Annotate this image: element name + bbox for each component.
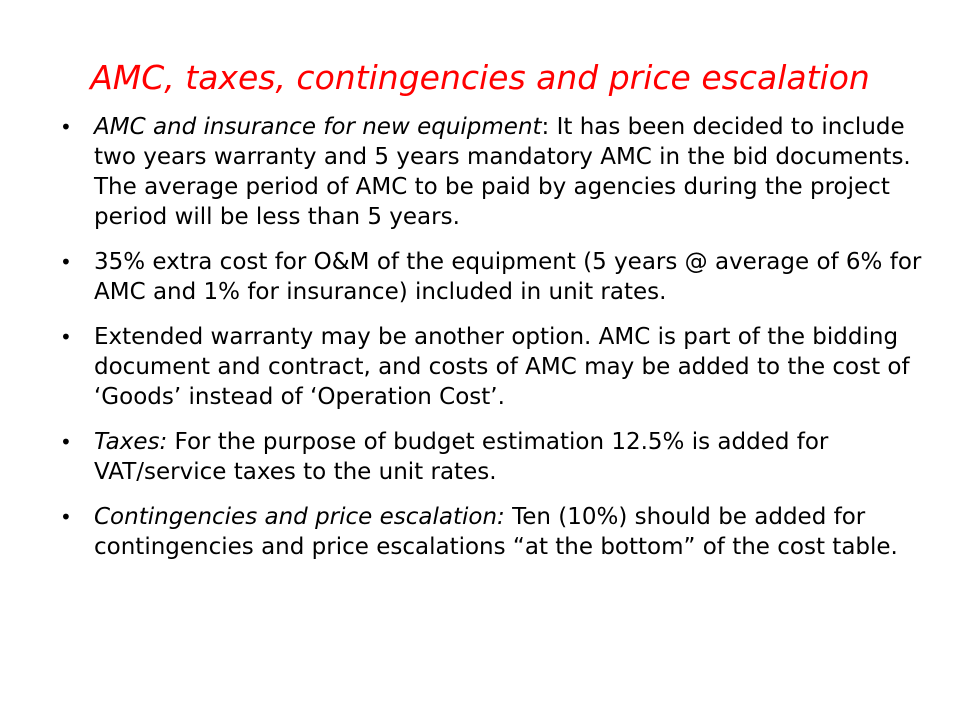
bullet-lead: AMC and insurance for new equipment <box>94 114 542 140</box>
bullet-icon: • <box>60 505 72 529</box>
bullet-icon: • <box>60 325 72 349</box>
bullet-icon: • <box>60 115 72 139</box>
bullet-text: Extended warranty may be another option.… <box>94 324 910 410</box>
bullet-item-amc-insurance: • AMC and insurance for new equipment: I… <box>60 112 928 232</box>
bullet-text: 35% extra cost for O&M of the equipment … <box>94 249 922 305</box>
bullet-icon: • <box>60 250 72 274</box>
bullet-icon: • <box>60 430 72 454</box>
bullet-lead: Taxes: <box>94 429 168 455</box>
bullet-text: Ten (10%) should be added for contingenc… <box>94 504 898 560</box>
bullet-item-taxes: • Taxes: For the purpose of budget estim… <box>60 427 928 487</box>
bullet-list: • AMC and insurance for new equipment: I… <box>60 112 928 577</box>
slide-title: AMC, taxes, contingencies and price esca… <box>90 58 870 97</box>
bullet-text: : It has been decided to include two yea… <box>94 114 911 230</box>
bullet-item-contingencies: • Contingencies and price escalation: Te… <box>60 502 928 562</box>
bullet-item-extra-cost: • 35% extra cost for O&M of the equipmen… <box>60 247 928 307</box>
bullet-text: For the purpose of budget estimation 12.… <box>94 429 829 485</box>
bullet-item-extended-warranty: • Extended warranty may be another optio… <box>60 322 928 412</box>
bullet-lead: Contingencies and price escalation: <box>94 504 505 530</box>
